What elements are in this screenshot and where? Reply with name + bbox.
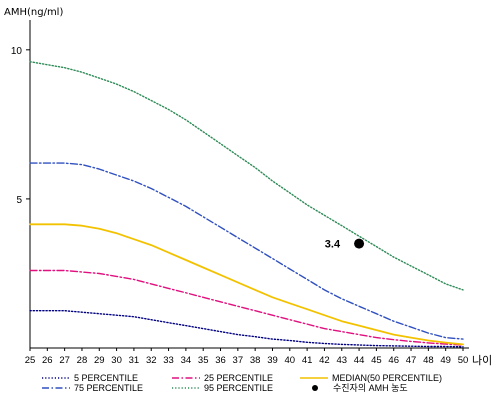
axes: 5 10 25 26 27 28 29 30 31 32 33 34 35 36 37 38 39 40 41 42 4… [11, 20, 469, 366]
legend-point-label: 수진자의 AMH 농도 [333, 383, 408, 393]
patient-point-label: 3.4 [325, 239, 341, 251]
x-tick-label: 32 [146, 355, 157, 366]
series-lines [29, 61, 464, 348]
legend-point-swatch [312, 385, 318, 391]
series-line [29, 61, 464, 291]
x-tick-label: 50 [458, 355, 469, 366]
x-tick-label: 36 [215, 355, 226, 366]
legend-label: 95 PERCENTILE [204, 383, 273, 393]
x-tick-label: 30 [111, 355, 122, 366]
legend-label: 75 PERCENTILE [74, 383, 143, 393]
x-tick-label: 35 [198, 355, 209, 366]
x-axis-label: 나이 [472, 354, 492, 367]
series-line [29, 269, 464, 346]
x-tick-label: 42 [319, 355, 330, 366]
x-tick-label: 41 [302, 355, 313, 366]
x-tick-label: 44 [354, 355, 365, 366]
x-tick-label: 33 [163, 355, 174, 366]
x-tick-label: 40 [285, 355, 296, 366]
x-tick-label: 34 [181, 355, 192, 366]
x-tick-label: 29 [94, 355, 105, 366]
legend-label: MEDIAN(50 PERCENTILE) [332, 373, 442, 383]
x-tick-label: 49 [440, 355, 451, 366]
x-tick-label: 43 [336, 355, 347, 366]
x-tick-label: 45 [371, 355, 382, 366]
series-line [29, 310, 464, 348]
x-tick-label: 28 [77, 355, 88, 366]
legend-label: 25 PERCENTILE [204, 373, 273, 383]
y-tick-label: 10 [11, 46, 23, 57]
x-tick-label: 25 [25, 355, 36, 366]
x-tick-label: 37 [233, 355, 244, 366]
series-line [29, 162, 464, 340]
x-tick-label: 31 [129, 355, 140, 366]
x-tick-label: 38 [250, 355, 261, 366]
x-tick-label: 48 [423, 355, 434, 366]
y-tick-label: 5 [16, 195, 22, 206]
x-tick-label: 27 [59, 355, 70, 366]
x-tick-label: 39 [267, 355, 278, 366]
x-tick-label: 26 [42, 355, 53, 366]
x-tick-label: 47 [406, 355, 417, 366]
series-line [29, 223, 464, 346]
x-tick-label: 46 [388, 355, 399, 366]
y-axis-label: AMH(ng/ml) [4, 7, 63, 18]
data-points: 3.4 [325, 238, 365, 251]
patient-point [354, 238, 365, 249]
legend-label: 5 PERCENTILE [74, 373, 138, 383]
